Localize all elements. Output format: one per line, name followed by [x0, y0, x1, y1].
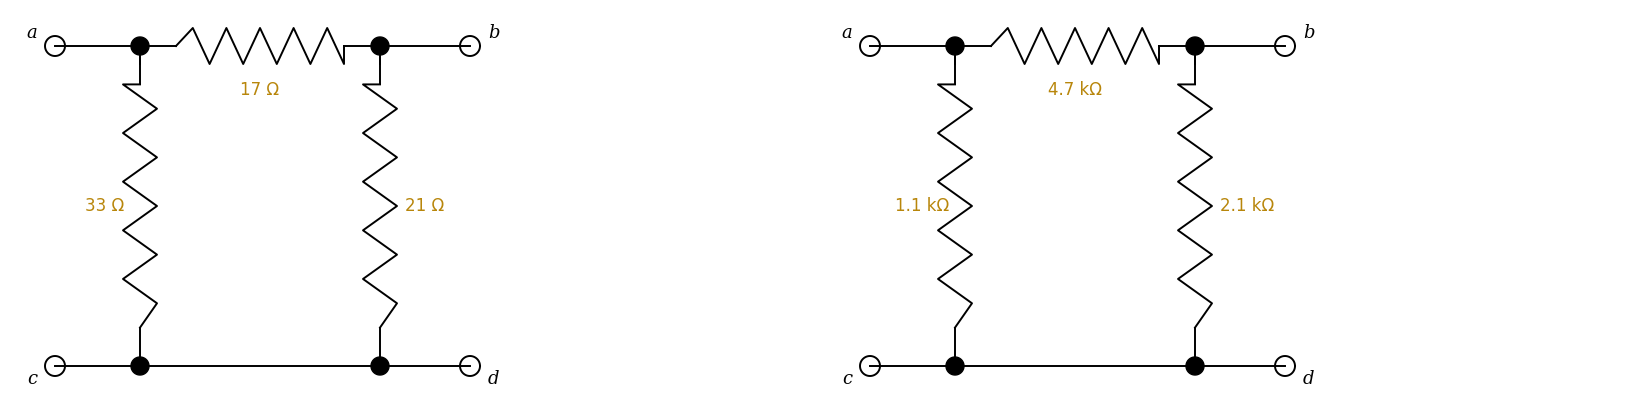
Polygon shape	[132, 37, 150, 55]
Text: 17 Ω: 17 Ω	[240, 81, 280, 99]
Text: d: d	[488, 370, 499, 388]
Polygon shape	[946, 357, 964, 375]
Text: d: d	[1303, 370, 1315, 388]
Polygon shape	[370, 357, 388, 375]
Text: c: c	[842, 370, 852, 388]
Text: b: b	[488, 24, 499, 42]
Polygon shape	[132, 357, 150, 375]
Text: 33 Ω: 33 Ω	[84, 197, 124, 215]
Polygon shape	[1186, 37, 1204, 55]
Text: b: b	[1303, 24, 1315, 42]
Text: 2.1 kΩ: 2.1 kΩ	[1220, 197, 1274, 215]
Polygon shape	[370, 37, 388, 55]
Polygon shape	[1186, 357, 1204, 375]
Text: 1.1 kΩ: 1.1 kΩ	[895, 197, 949, 215]
Polygon shape	[946, 37, 964, 55]
Text: 4.7 kΩ: 4.7 kΩ	[1048, 81, 1102, 99]
Text: c: c	[28, 370, 37, 388]
Text: a: a	[842, 24, 852, 42]
Text: 21 Ω: 21 Ω	[405, 197, 444, 215]
Text: a: a	[26, 24, 37, 42]
